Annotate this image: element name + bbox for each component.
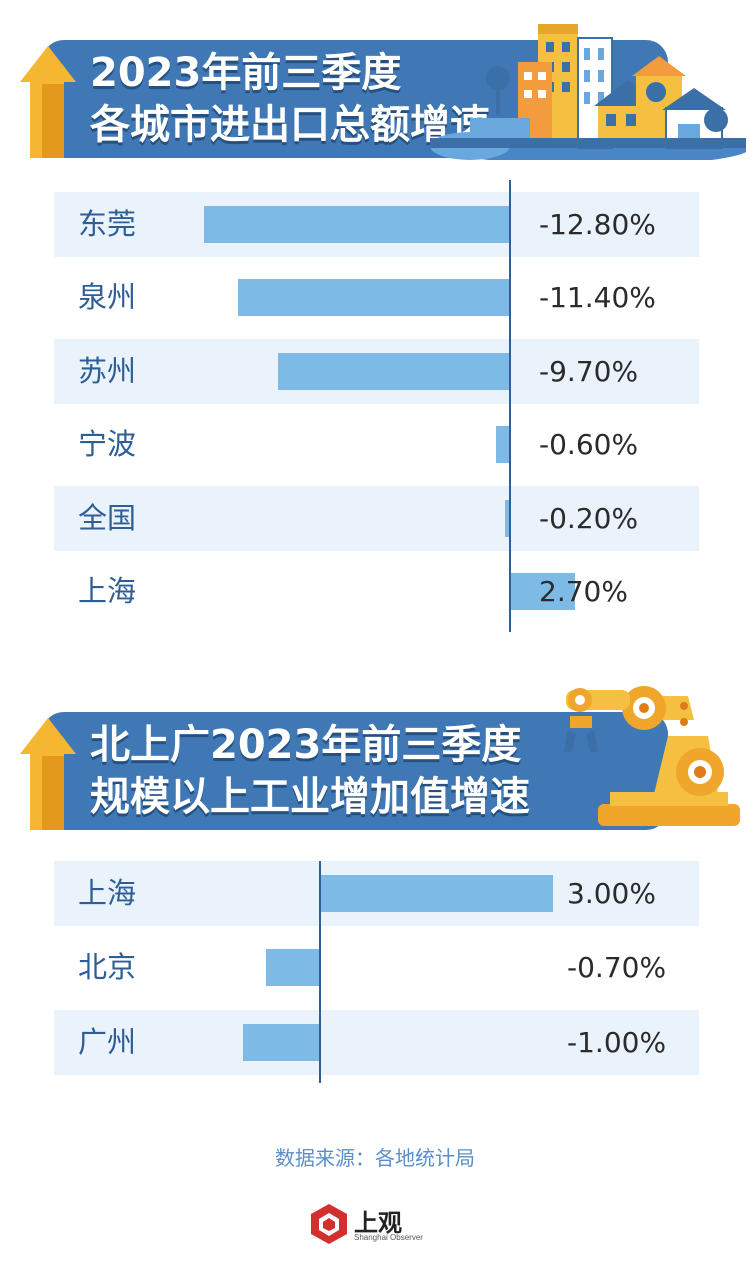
- data-source-note: 数据来源：各地统计局: [275, 1146, 475, 1170]
- city-buildings-illustration: [430, 24, 746, 160]
- chart1-value-label: -0.60%: [539, 428, 639, 461]
- chart1-title-line2: 各城市进出口总额增速: [90, 102, 490, 148]
- chart1-bar: [495, 426, 510, 463]
- logo-name: 上观: [354, 1208, 402, 1237]
- chart1-row: 苏州 -9.70%: [54, 339, 699, 404]
- chart1-row: 泉州 -11.40%: [54, 265, 699, 330]
- chart1-value-label: -9.70%: [539, 355, 639, 388]
- chart1-plot: 东莞 -12.80% 泉州 -11.40% 苏州 -9.70% 宁波 -0.60…: [54, 180, 699, 632]
- chart1-bar: [204, 206, 510, 243]
- chart2-row: 广州 -1.00%: [54, 1010, 699, 1075]
- chart1-value-label: -12.80%: [539, 208, 656, 241]
- chart2-value-label: 3.00%: [567, 877, 656, 910]
- chart2-bar: [320, 875, 553, 912]
- chart1-category-label: 上海: [78, 574, 137, 608]
- chart2-category-label: 广州: [78, 1025, 137, 1059]
- shanghai-observer-logo: 上观 Shanghai Observer: [308, 1203, 448, 1249]
- chart2-category-label: 上海: [78, 876, 137, 910]
- chart2-plot: 上海 3.00% 北京 -0.70% 广州 -1.00%: [54, 861, 699, 1083]
- logo-subtitle: Shanghai Observer: [354, 1233, 423, 1242]
- chart1-category-label: 泉州: [78, 280, 137, 314]
- chart2-banner: 北上广2023年前三季度 规模以上工业增加值增速: [0, 712, 750, 832]
- chart1-row: 全国 -0.20%: [54, 486, 699, 551]
- chart2-title-line2: 规模以上工业增加值增速: [90, 774, 530, 820]
- chart1-category-label: 东莞: [78, 207, 137, 241]
- chart2-bar: [242, 1024, 320, 1061]
- chart2-value-label: -1.00%: [567, 1026, 667, 1059]
- chart1-category-label: 全国: [78, 501, 137, 535]
- chart1-bar: [278, 353, 510, 390]
- chart1-category-label: 宁波: [78, 427, 137, 461]
- chart1-title-line1: 2023年前三季度: [90, 50, 402, 96]
- chart2-category-label: 北京: [78, 950, 137, 984]
- chart1-category-label: 苏州: [78, 354, 137, 388]
- up-arrow-icon: [20, 46, 76, 158]
- chart2-title-line1: 北上广2023年前三季度: [90, 722, 522, 768]
- chart1-row: 东莞 -12.80%: [54, 192, 699, 257]
- chart1-row: 上海 2.70%: [54, 559, 699, 624]
- chart1-zero-axis: [509, 180, 511, 632]
- chart1-bar: [237, 279, 510, 316]
- chart1-bar: [505, 500, 510, 537]
- chart2-bar: [265, 949, 320, 986]
- robot-arm-illustration: [564, 686, 740, 826]
- chart2-row: 上海 3.00%: [54, 861, 699, 926]
- logo-mark-icon: [311, 1204, 347, 1244]
- chart2-row: 北京 -0.70%: [54, 935, 699, 1000]
- chart1-bar: [510, 573, 575, 610]
- chart1-value-label: -11.40%: [539, 281, 656, 314]
- chart2-zero-axis: [319, 861, 321, 1083]
- chart1-value-label: 2.70%: [539, 575, 628, 608]
- chart1-value-label: -0.20%: [539, 502, 639, 535]
- chart1-row: 宁波 -0.60%: [54, 412, 699, 477]
- chart2-value-label: -0.70%: [567, 951, 667, 984]
- up-arrow-icon: [20, 718, 76, 830]
- banner-background: [42, 712, 668, 830]
